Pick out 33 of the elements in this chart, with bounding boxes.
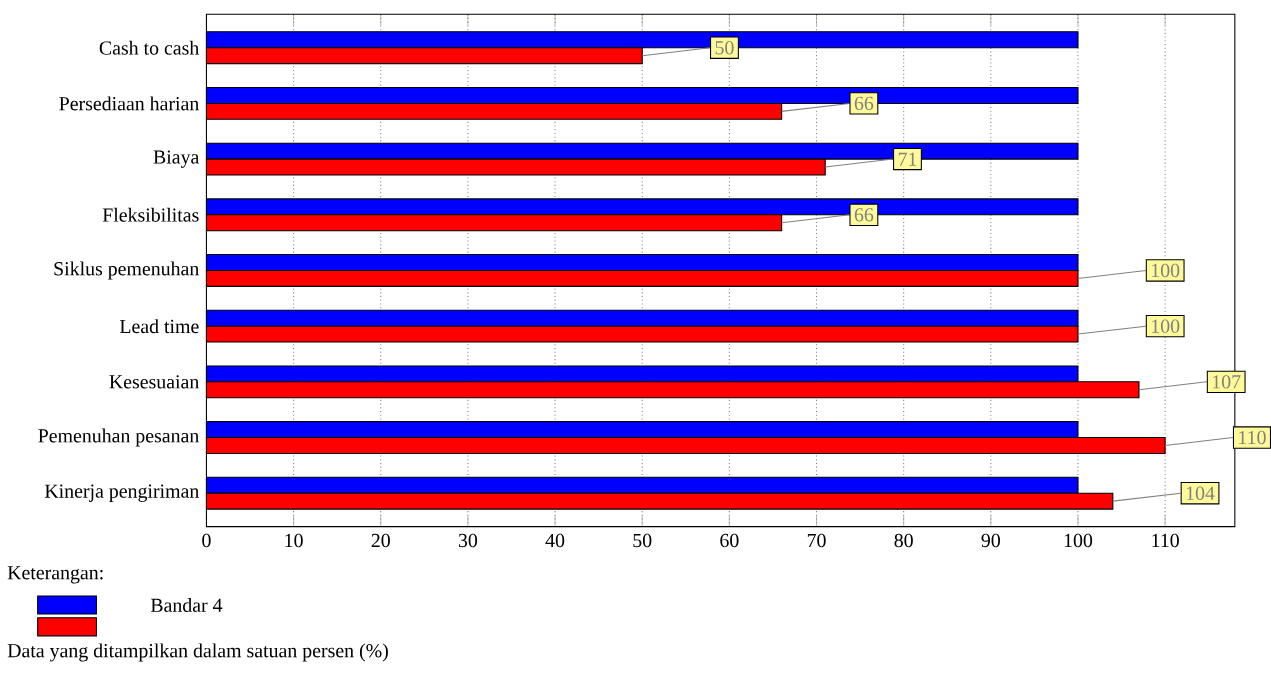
y-tick-label: Pemenuhan pesanan	[38, 428, 199, 447]
y-tick-label: Persediaan harian	[59, 96, 199, 111]
data-label: 107	[1213, 375, 1241, 389]
y-tick-label: Siklus pemenuhan	[54, 261, 199, 280]
legend-title: Keterangan:	[7, 566, 103, 584]
x-tick-label: 20	[371, 533, 390, 548]
x-tick-label: 90	[981, 533, 1000, 548]
x-tick-label: 70	[807, 533, 826, 548]
data-label: 66	[854, 96, 874, 110]
data-label: 50	[715, 40, 734, 55]
data-label: 104	[1186, 486, 1215, 500]
y-tick-label: Fleksibilitas	[102, 207, 199, 222]
x-tick-label: 100	[1064, 533, 1093, 548]
x-tick-label: 110	[1152, 533, 1179, 548]
data-label: 110	[1239, 430, 1266, 445]
x-tick-label: 30	[458, 533, 478, 548]
x-tick-label: 50	[633, 533, 652, 548]
x-tick-label: 80	[894, 533, 913, 548]
y-tick-label: Cash to cash	[99, 40, 200, 55]
y-tick-label: Lead time	[119, 319, 199, 334]
data-label: 71	[898, 152, 917, 166]
x-tick-label: 60	[720, 533, 739, 548]
y-tick-label: Kinerja pengiriman	[44, 484, 200, 502]
data-label: 100	[1152, 319, 1180, 333]
y-tick-label: Biaya	[153, 150, 200, 168]
y-tick-label: Kesesuaian	[109, 375, 200, 389]
text: Data yang ditampilkan dalam satuan persen (%)	[7, 643, 388, 662]
x-tick-label: 40	[545, 533, 565, 548]
data-label: 100	[1152, 263, 1180, 278]
x-tick-label: 10	[285, 533, 303, 548]
text: Bandar 4	[150, 597, 223, 612]
data-label: 66	[854, 208, 874, 222]
x-tick-label: 0	[202, 533, 211, 548]
